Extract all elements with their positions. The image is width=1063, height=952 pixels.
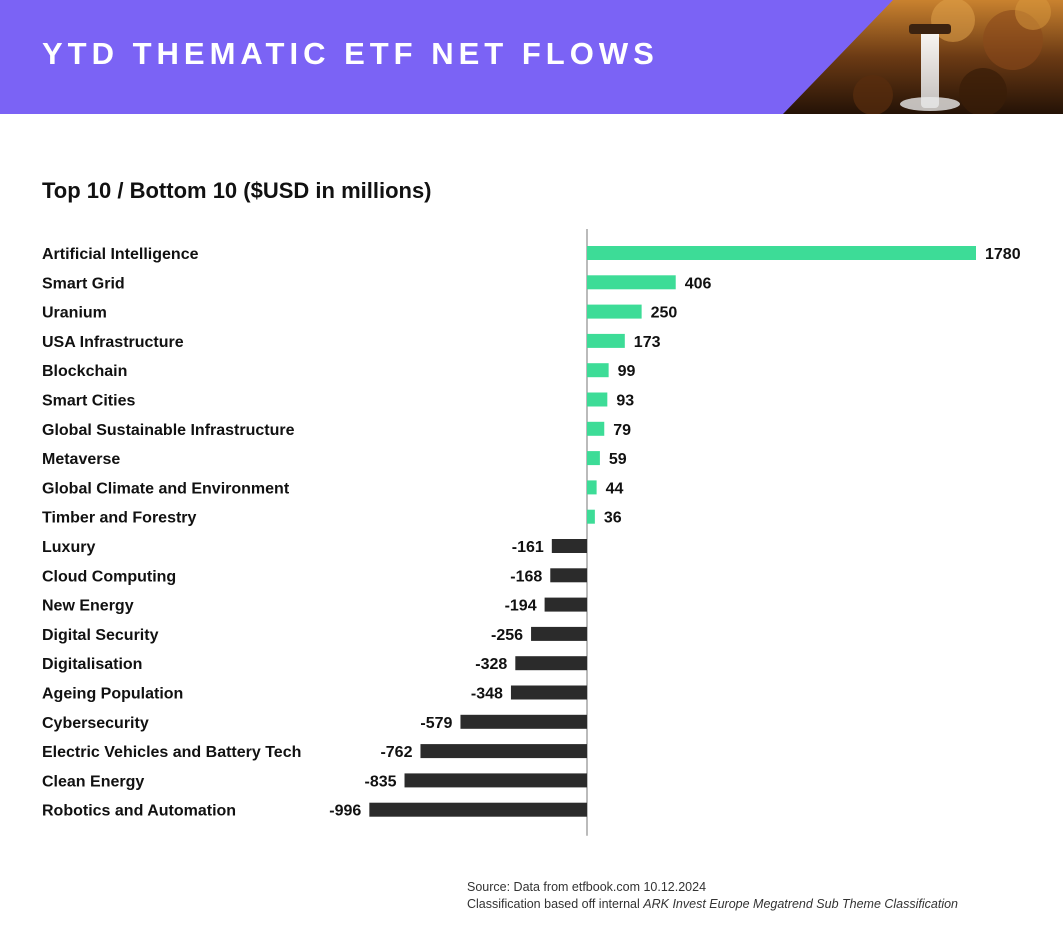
negative-bar — [369, 802, 587, 817]
category-label: Digitalisation — [42, 656, 142, 673]
data-label: 99 — [618, 363, 636, 380]
data-label: 59 — [609, 451, 627, 468]
data-label: 93 — [616, 393, 634, 410]
positive-bar — [587, 421, 605, 436]
data-label: -161 — [512, 539, 544, 556]
data-label: -328 — [475, 656, 507, 673]
category-label: Global Sustainable Infrastructure — [42, 422, 295, 439]
positive-bar — [587, 275, 676, 290]
category-label: Cybersecurity — [42, 715, 149, 732]
category-label: Timber and Forestry — [42, 510, 197, 527]
category-label: Uranium — [42, 305, 107, 322]
negative-bar — [515, 656, 587, 671]
data-label: -835 — [364, 773, 396, 790]
positive-bar — [587, 246, 976, 260]
negative-bar — [550, 568, 587, 583]
header-banner: YTD THEMATIC ETF NET FLOWS — [0, 0, 1063, 114]
source-text: Source: Data from etfbook.com 10.12.2024 — [467, 880, 707, 894]
data-label: -194 — [505, 598, 537, 615]
positive-bar — [587, 451, 600, 466]
data-label: 406 — [685, 275, 712, 292]
data-label: -348 — [471, 686, 503, 703]
category-label: Electric Vehicles and Battery Tech — [42, 744, 301, 761]
category-label: Cloud Computing — [42, 568, 176, 585]
negative-bar — [510, 685, 587, 700]
category-label: Digital Security — [42, 627, 159, 644]
category-label: Robotics and Automation — [42, 803, 236, 820]
positive-bar — [587, 392, 608, 407]
category-label: Metaverse — [42, 451, 120, 468]
negative-bar — [404, 773, 587, 788]
data-label: 173 — [634, 334, 661, 351]
category-label: Artificial Intelligence — [42, 246, 199, 263]
net-flows-bar-chart: Artificial Intelligence 1780 Smart Grid 406… — [42, 229, 1021, 836]
positive-bar — [587, 509, 595, 524]
positive-bar — [587, 480, 597, 495]
data-label: -579 — [420, 715, 452, 732]
negative-bar — [544, 597, 587, 612]
category-label: Clean Energy — [42, 773, 144, 790]
category-label: USA Infrastructure — [42, 334, 184, 351]
category-label: Ageing Population — [42, 686, 183, 703]
source-footer: Source: Data from etfbook.com 10.12.2024… — [467, 879, 958, 913]
classification-text: Classification based off internal ARK In… — [467, 896, 958, 913]
data-label: 44 — [606, 480, 624, 497]
classification-name: ARK Invest Europe Megatrend Sub Theme Cl… — [643, 897, 959, 911]
negative-bar — [460, 714, 587, 729]
data-label: 79 — [613, 422, 631, 439]
category-label: Smart Grid — [42, 275, 125, 292]
data-label: 250 — [651, 305, 678, 322]
data-label: -256 — [491, 627, 523, 644]
negative-bar — [551, 539, 587, 553]
data-label: -996 — [329, 803, 361, 820]
waterfall-photo — [783, 0, 1063, 114]
category-label: New Energy — [42, 598, 134, 615]
classification-prefix: Classification based off internal — [467, 897, 644, 911]
data-label: 36 — [604, 510, 622, 527]
data-label: -168 — [510, 568, 542, 585]
negative-bar — [531, 626, 587, 641]
positive-bar — [587, 363, 609, 378]
positive-bar — [587, 333, 625, 348]
positive-bar — [587, 304, 642, 319]
page-title: YTD THEMATIC ETF NET FLOWS — [42, 36, 659, 71]
category-label: Smart Cities — [42, 393, 135, 410]
data-label: 1780 — [985, 246, 1021, 263]
negative-bar — [420, 744, 587, 759]
chart-title: Top 10 / Bottom 10 ($USD in millions) — [42, 178, 432, 203]
category-label: Blockchain — [42, 363, 127, 380]
category-label: Luxury — [42, 539, 95, 556]
category-label: Global Climate and Environment — [42, 480, 290, 497]
data-label: -762 — [380, 744, 412, 761]
